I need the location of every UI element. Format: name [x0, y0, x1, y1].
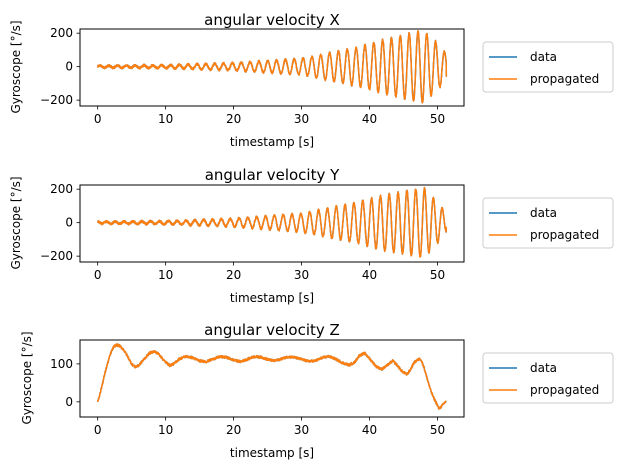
legend-label-data: data — [530, 206, 557, 220]
x-tick-label: 0 — [94, 112, 102, 126]
x-tick-label: 10 — [158, 112, 173, 126]
chart-panel-z: angular velocity Z 0 10 20 30 40 50 0 100 times… — [20, 321, 614, 460]
x-tick-label: 50 — [430, 268, 445, 282]
legend: data propagated — [482, 41, 614, 93]
chart-title: angular velocity X — [204, 11, 340, 29]
x-tick-label: 30 — [294, 268, 309, 282]
x-axis-label: timestamp [s] — [230, 291, 314, 305]
chart-panel-x: angular velocity X 0 10 20 30 40 50 −200 0 200 t… — [9, 11, 614, 149]
axis-ticks: 0 10 20 30 40 50 0 100 — [50, 357, 445, 437]
x-tick-label: 20 — [226, 268, 241, 282]
series-line-propagated — [97, 186, 448, 258]
y-tick-label: −200 — [40, 249, 73, 263]
axis-ticks: 0 10 20 30 40 50 −200 0 200 — [40, 26, 445, 126]
x-tick-label: 30 — [294, 423, 309, 437]
axis-ticks: 0 10 20 30 40 50 −200 0 200 — [40, 182, 445, 282]
legend-label-propagated: propagated — [530, 383, 599, 397]
y-tick-label: −200 — [40, 93, 73, 107]
x-tick-label: 50 — [430, 112, 445, 126]
chart-title: angular velocity Z — [204, 321, 340, 339]
y-tick-label: 100 — [50, 357, 73, 371]
x-tick-label: 10 — [158, 268, 173, 282]
y-tick-label: 200 — [50, 26, 73, 40]
series-line-propagated — [96, 343, 447, 410]
chart-panel-y: angular velocity Y 0 10 20 30 40 50 −200 0 200 t… — [9, 166, 614, 305]
chart-title: angular velocity Y — [205, 166, 340, 184]
axes-frame — [79, 28, 465, 107]
axes-frame — [79, 339, 465, 418]
x-tick-label: 40 — [362, 112, 377, 126]
plot-area — [96, 30, 448, 104]
x-axis-label: timestamp [s] — [230, 446, 314, 460]
x-tick-label: 20 — [226, 112, 241, 126]
plot-area — [96, 343, 447, 410]
x-tick-label: 30 — [294, 112, 309, 126]
x-tick-label: 0 — [94, 268, 102, 282]
y-tick-label: 200 — [50, 182, 73, 196]
y-tick-label: 0 — [65, 395, 73, 409]
x-tick-label: 10 — [158, 423, 173, 437]
axes-frame — [79, 184, 465, 263]
y-axis-label: Gyroscope [°/s] — [9, 176, 23, 269]
plot-area — [97, 186, 448, 258]
y-tick-label: 0 — [65, 216, 73, 230]
y-axis-label: Gyroscope [°/s] — [20, 331, 34, 424]
x-tick-label: 0 — [94, 423, 102, 437]
x-tick-label: 50 — [430, 423, 445, 437]
y-tick-label: 0 — [65, 60, 73, 74]
x-tick-label: 40 — [362, 268, 377, 282]
legend-label-data: data — [530, 361, 557, 375]
series-line-propagated — [96, 30, 448, 104]
legend: data propagated — [482, 197, 614, 249]
legend-label-propagated: propagated — [530, 72, 599, 86]
legend-label-data: data — [530, 50, 557, 64]
y-axis-label: Gyroscope [°/s] — [9, 20, 23, 113]
x-tick-label: 20 — [226, 423, 241, 437]
legend-label-propagated: propagated — [530, 228, 599, 242]
x-tick-label: 40 — [362, 423, 377, 437]
x-axis-label: timestamp [s] — [230, 135, 314, 149]
legend: data propagated — [482, 352, 614, 404]
